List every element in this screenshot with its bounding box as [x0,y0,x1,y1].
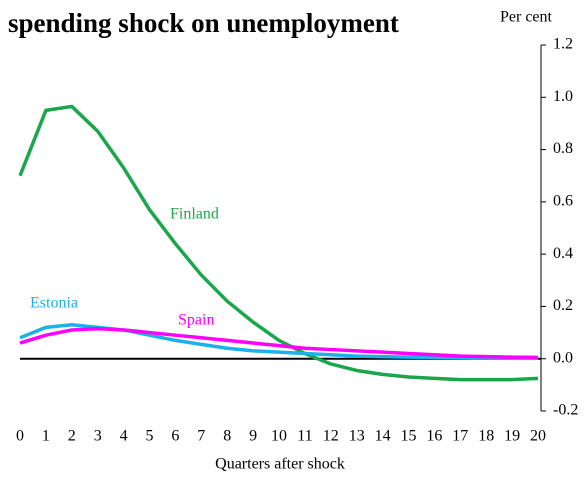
x-tick-label: 14 [375,428,391,445]
y-tick-label: 0.4 [553,245,573,262]
y-tick-label: 0.6 [553,193,573,210]
y-tick-label: 1.2 [553,36,573,53]
series-label: Finland [170,206,219,223]
x-tick-label: 16 [426,428,442,445]
y-tick-label: 0.0 [553,349,573,366]
x-tick-label: 12 [323,428,339,445]
chart-title: spending shock on unemployment [8,8,399,38]
series-line [18,104,539,382]
x-tick-label: 4 [120,428,128,445]
series-label: Estonia [30,295,78,312]
series-label: Spain [178,312,214,329]
x-tick-label: 8 [223,428,231,445]
x-tick-label: 2 [68,428,76,445]
x-tick-label: 11 [297,428,312,445]
y-tick-label: 1.0 [553,88,573,105]
y-tick-label: 0.8 [553,140,573,157]
y-axis-label: Per cent [500,9,553,26]
x-tick-label: 13 [349,428,365,445]
x-tick-label: 18 [478,428,494,445]
x-tick-label: 20 [530,428,546,445]
x-tick-label: 10 [271,428,287,445]
x-tick-label: 6 [171,428,179,445]
x-tick-label: 19 [504,428,520,445]
y-tick-label: -0.2 [553,402,578,419]
x-tick-label: 7 [197,428,205,445]
x-axis-label: Quarters after shock [215,456,345,473]
y-tick-label: 0.2 [553,297,573,314]
series-line [19,326,539,360]
x-tick-label: 1 [42,428,50,445]
x-tick-label: 5 [146,428,154,445]
x-tick-label: 3 [94,428,102,445]
x-tick-label: 17 [452,428,468,445]
x-tick-label: 15 [401,428,417,445]
x-tick-label: 0 [16,428,24,445]
x-tick-label: 9 [249,428,257,445]
